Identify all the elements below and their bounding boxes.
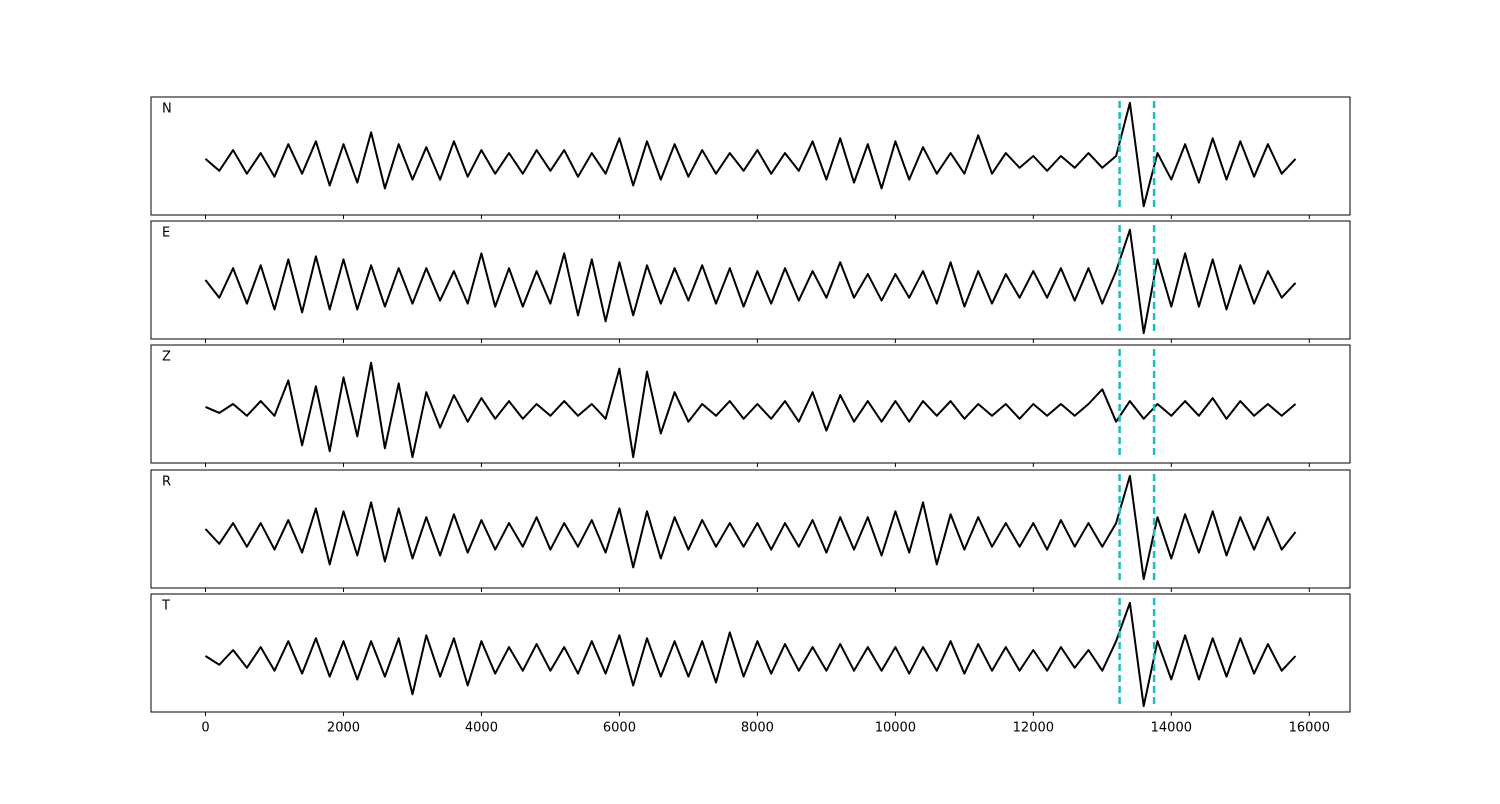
x-tick-label: 10000 xyxy=(875,721,916,736)
trace xyxy=(204,601,1297,708)
panel-frame xyxy=(150,220,1351,340)
panel-frame xyxy=(150,344,1351,464)
panel-label: N xyxy=(162,102,172,117)
x-tick-label: 8000 xyxy=(741,721,774,736)
panel-label: R xyxy=(162,475,171,490)
panel-label: E xyxy=(162,226,170,241)
trace xyxy=(204,101,1297,208)
panel-label: Z xyxy=(162,350,171,365)
panel-frame xyxy=(150,469,1351,589)
panel-frame xyxy=(150,593,1351,713)
trace xyxy=(205,361,1297,459)
x-tick-label: 12000 xyxy=(1013,721,1054,736)
x-tick-label: 2000 xyxy=(327,721,360,736)
x-tick-label: 16000 xyxy=(1289,721,1330,736)
x-tick-label: 4000 xyxy=(465,721,498,736)
x-tick-label: 14000 xyxy=(1151,721,1192,736)
trace xyxy=(204,228,1297,335)
panel-frame xyxy=(150,96,1351,216)
panel-label: T xyxy=(161,599,170,614)
x-tick-label: 0 xyxy=(201,721,209,736)
trace xyxy=(204,474,1297,581)
x-tick-label: 6000 xyxy=(603,721,636,736)
